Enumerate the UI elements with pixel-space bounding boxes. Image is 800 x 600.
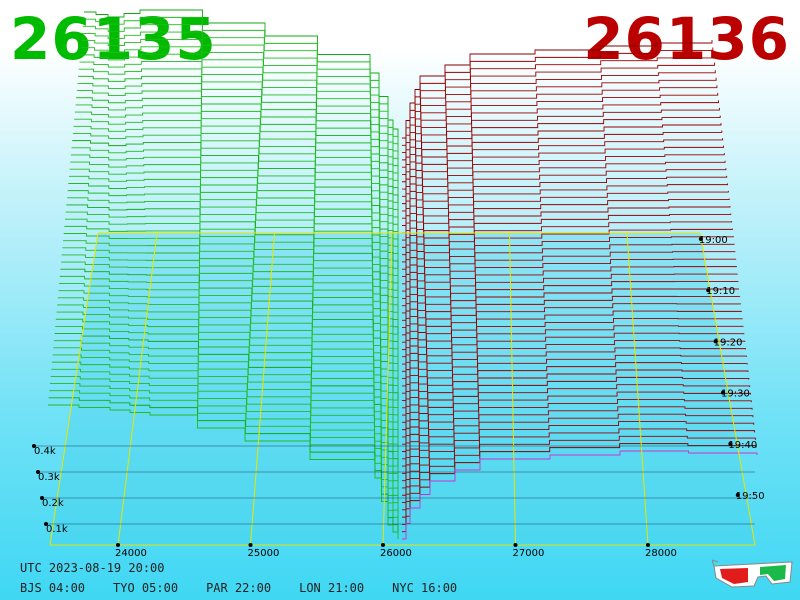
- timezone-lon: LON 21:00: [299, 581, 365, 595]
- ask-depth-curve: [402, 450, 758, 540]
- ask-depth-curve: [402, 107, 720, 205]
- timezone-nyc: NYC 16:00: [392, 581, 458, 595]
- bid-depth-curve: [48, 404, 399, 539]
- ask-depth-curve: [402, 85, 718, 183]
- time-tick-label: 19:20: [714, 337, 743, 348]
- ask-depth-curve: [402, 77, 717, 175]
- depth-tick-dot: [36, 470, 40, 474]
- time-tick-label: 19:50: [736, 491, 765, 502]
- time-tick-dot: [721, 390, 726, 395]
- ask-depth-curve: [402, 115, 721, 212]
- time-tick-label: 19:10: [706, 286, 735, 297]
- price-tick-dot: [646, 543, 650, 547]
- time-tick-label: 19:40: [728, 440, 757, 451]
- depth-tick-label: 0.3k: [38, 472, 60, 483]
- chart-floor: [50, 233, 755, 545]
- grid-left-edge: [49, 232, 99, 546]
- chart-grid: [34, 232, 756, 546]
- price-tick-dot: [381, 543, 385, 547]
- x-tick-label: 27000: [513, 548, 545, 559]
- ask-depth-curve: [402, 70, 716, 168]
- price-gridline: [250, 232, 275, 546]
- depth-tick-label: 0.1k: [46, 524, 68, 535]
- price-gridline: [382, 232, 393, 546]
- depth-tick-dot: [44, 522, 48, 526]
- grid-right-edge: [699, 232, 756, 546]
- time-tick-dot: [698, 237, 703, 241]
- price-tick-dot: [116, 543, 120, 547]
- ask-depth-curve: [402, 123, 722, 219]
- chart-floor-plane: [50, 233, 755, 545]
- time-tick-dot: [728, 441, 733, 446]
- timezone-bjs: BJS 04:00: [20, 581, 86, 595]
- time-tick-label: 19:00: [699, 235, 728, 246]
- timezone-par: PAR 22:00: [206, 581, 272, 595]
- price-gridline: [509, 232, 516, 546]
- timezone-tyo: TYO 05:00: [113, 581, 179, 595]
- depth-tick-dot: [32, 444, 36, 448]
- time-tick-dot: [713, 339, 718, 344]
- timezone-list: BJS 04:00 TYO 05:00 PAR 22:00 LON 21:00 …: [20, 581, 485, 595]
- ask-depth-curve: [402, 130, 723, 226]
- 3d-glasses-icon[interactable]: [712, 556, 794, 590]
- x-tick-label: 25000: [248, 548, 280, 559]
- x-tick-label: 26000: [380, 548, 412, 559]
- ask-price: 26136: [583, 5, 790, 73]
- depth-tick-dot: [40, 496, 44, 500]
- price-gridline: [626, 232, 649, 546]
- chart-labels: 24000 25000 26000 27000 28000 19:00 19:10 19:20…: [32, 235, 765, 559]
- price-gridline: [117, 232, 158, 546]
- time-tick-dot: [706, 288, 711, 293]
- depth-tick-label: 0.4k: [34, 446, 56, 457]
- x-tick-label: 24000: [115, 548, 147, 559]
- time-tick-label: 19:30: [721, 389, 750, 400]
- ask-depth-curve: [402, 145, 724, 241]
- bid-depth-curve: [78, 75, 399, 204]
- price-tick-dot: [513, 543, 518, 547]
- time-tick-dot: [735, 493, 740, 497]
- price-tick-dot: [248, 543, 253, 547]
- x-tick-label: 28000: [645, 548, 677, 559]
- ask-depth-curve: [402, 92, 719, 190]
- ask-depth-curve: [402, 100, 719, 197]
- utc-time: UTC 2023-08-19 20:00: [20, 561, 165, 575]
- ask-depth-curve: [402, 138, 724, 234]
- depth-tick-label: 0.2k: [42, 498, 64, 509]
